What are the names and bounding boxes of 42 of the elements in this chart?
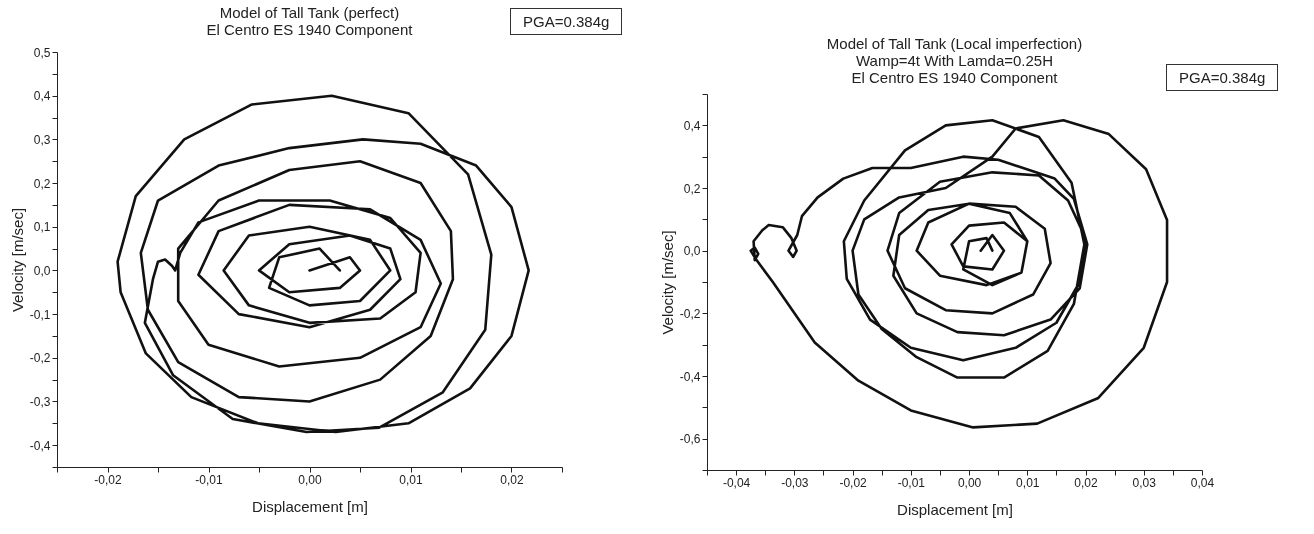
y-tick-label: 0,2 [683, 181, 701, 196]
chart-title: Model of Tall Tank (Local imperfection) [826, 34, 1083, 52]
text: PGA=0.384g [1166, 64, 1279, 91]
y-tick-label: 0,4 [683, 118, 701, 133]
x-tick-label: -0,02 [94, 472, 122, 487]
x-axis-title: Displacement [m] [897, 500, 1013, 518]
y-axis-title: Velocity [m/sec] [658, 230, 676, 335]
x-tick-label: -0,04 [722, 475, 751, 490]
x-tick-label: -0,03 [781, 475, 809, 490]
y-tick-label: -0,4 [29, 438, 51, 453]
y-tick-label: 0,1 [33, 220, 51, 235]
y-tick-label: 0,0 [33, 263, 51, 278]
line-series [749, 119, 1169, 429]
y-tick-label: -0,3 [29, 394, 51, 409]
x-tick-label: 0,01 [1016, 475, 1040, 490]
x-tick-label: 0,00 [957, 475, 982, 490]
x-tick-label: 0,02 [1074, 475, 1099, 490]
x-axis-title: Displacement [m] [252, 497, 368, 515]
y-tick-label: 0,0 [683, 244, 701, 259]
y-tick-label: -0,6 [679, 432, 701, 447]
y-tick-label: 0,2 [33, 176, 51, 191]
x-tick-label: -0,01 [195, 472, 223, 487]
y-tick-label: -0,1 [29, 307, 51, 322]
x-tick-label: 0,03 [1132, 475, 1157, 490]
x-tick-label: -0,01 [897, 475, 926, 490]
x-tick-label: 0,02 [500, 472, 524, 487]
y-tick-label: 0,5 [33, 45, 51, 60]
line-series [116, 94, 530, 434]
chart-subtitle: El Centro ES 1940 Component [206, 21, 414, 38]
x-tick-label: 0,00 [298, 472, 322, 487]
y-axis-title: Velocity [m/sec] [8, 207, 26, 313]
y-tick-label: 0,3 [33, 132, 51, 147]
x-tick-label: -0,02 [839, 475, 868, 490]
text: PGA=0.384g [510, 8, 623, 35]
x-tick-label: 0,01 [399, 472, 423, 487]
y-tick-label: 0,4 [33, 89, 51, 104]
y-tick-label: -0,4 [679, 369, 701, 384]
chart-subtitle: Wamp=4t With Lamda=0.25H El Centro ES 1940 Component [851, 51, 1059, 86]
chart-title: Model of Tall Tank (perfect) [219, 4, 400, 21]
y-tick-label: -0,2 [29, 351, 51, 366]
y-tick-label: -0,2 [679, 306, 701, 321]
x-tick-label: 0,04 [1190, 475, 1215, 490]
